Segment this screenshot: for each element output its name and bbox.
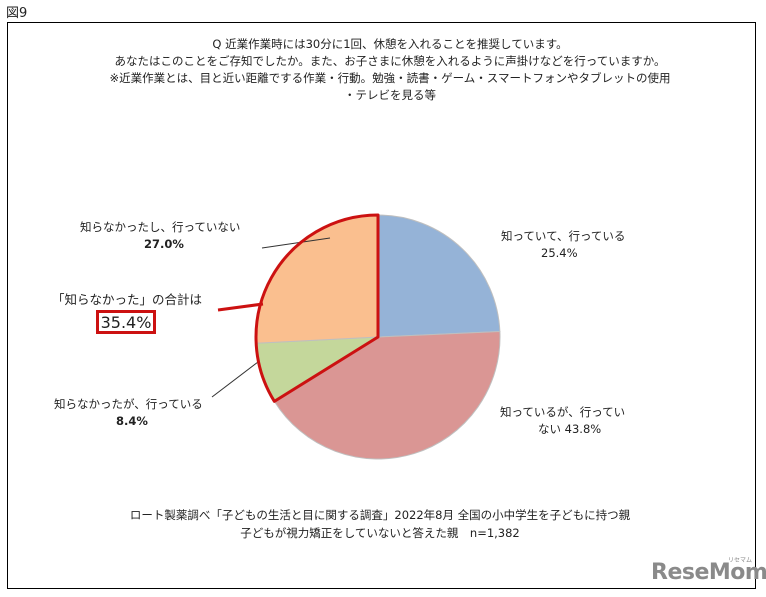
source-line: 子どもが視力矯正をしていないと答えた親 n=1,382 <box>240 526 520 540</box>
total-value-box: 35.4% <box>96 310 156 334</box>
leader-line <box>261 237 331 249</box>
pie-slice <box>377 214 501 338</box>
highlight-connector <box>217 302 264 312</box>
pie-slice <box>255 214 379 344</box>
question-text: Q 近業作業時には30分に1回、休憩を入れることを推奨しています。 あなたはこの… <box>80 36 700 104</box>
figure-label: 図9 <box>6 6 28 21</box>
slice-label-unknown-not-doing: 知らなかったし、行っていない 27.0% <box>80 219 240 253</box>
slice-value: 27.0% <box>144 237 184 251</box>
leader-line <box>211 361 259 398</box>
slice-label-unknown-doing: 知らなかったが、行っている 8.4% <box>54 396 203 430</box>
slice-label-known-doing: 知っていて、行っている 25.4% <box>501 228 625 262</box>
watermark-sub: リセマム <box>728 557 753 564</box>
question-line: ※近業作業とは、目と近い距離でする作業・行動。勉強・読書・ゲーム・スマートフォン… <box>109 71 671 85</box>
source-line: ロート製薬調べ「子どもの生活と目に関する調査」2022年8月 全国の小中学生を子… <box>129 508 631 522</box>
slice-value: 43.8% <box>564 422 602 436</box>
total-caption: 「知らなかった」の合計は <box>52 292 203 307</box>
chart-frame <box>7 22 756 589</box>
slice-name: 知っているが、行ってい <box>500 405 626 419</box>
question-line: あなたはこのことをご存知でしたか。また、お子さまに休憩を入れるように声掛けなどを… <box>114 54 666 68</box>
slice-name: 知らなかったが、行っている <box>54 397 203 411</box>
slice-label-known-not-doing: 知っているが、行ってい ない 43.8% <box>500 404 625 438</box>
source-note: ロート製薬調べ「子どもの生活と目に関する調査」2022年8月 全国の小中学生を子… <box>60 506 700 542</box>
slice-name: 知っていて、行っている <box>501 229 626 243</box>
question-line: Q 近業作業時には30分に1回、休憩を入れることを推奨しています。 <box>212 37 568 51</box>
slice-value: 25.4% <box>541 246 578 260</box>
slice-name-cont: ない <box>538 422 561 436</box>
question-line: ・テレビを見る等 <box>344 88 436 102</box>
slice-name: 知らなかったし、行っていない <box>80 220 241 234</box>
pie-slice <box>273 330 501 460</box>
slice-value: 8.4% <box>116 414 148 428</box>
highlight-outline <box>254 213 380 403</box>
resemom-logo: ReseMom <box>651 560 766 585</box>
